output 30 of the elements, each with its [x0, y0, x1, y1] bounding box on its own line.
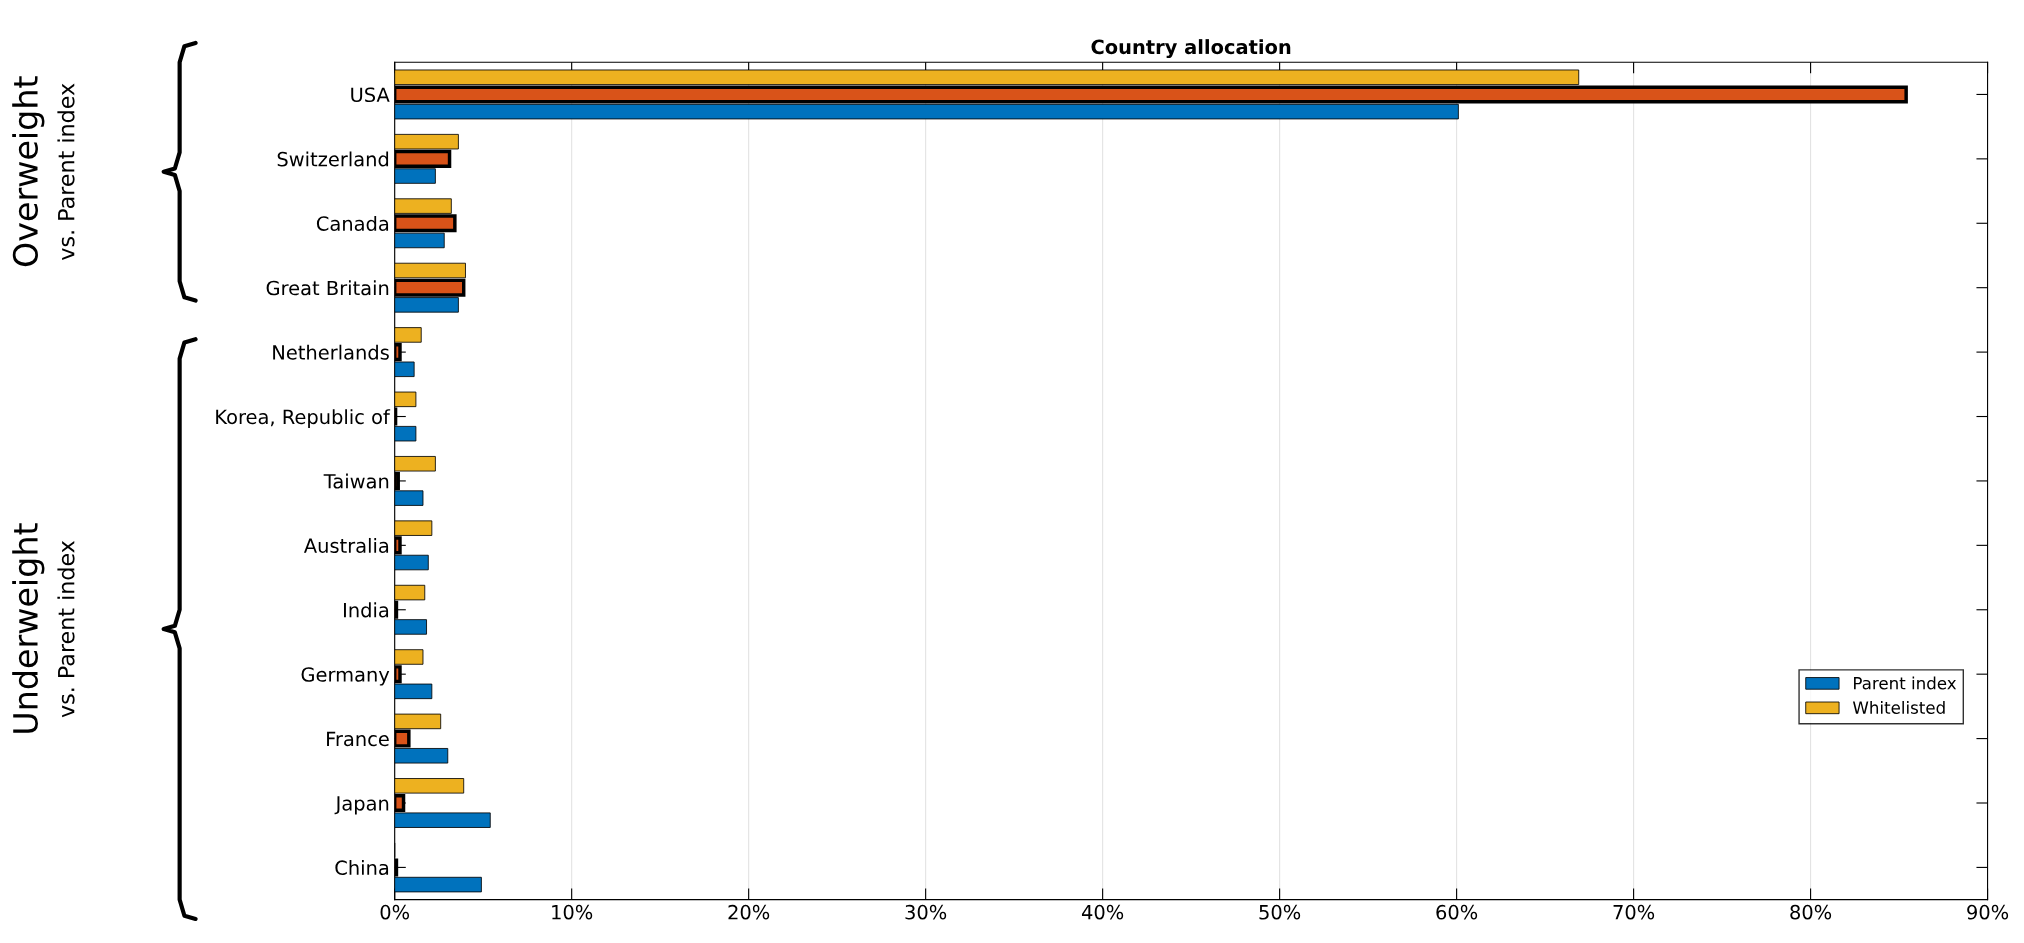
text: Underweight	[12, 523, 45, 733]
text: Overweight	[12, 76, 45, 267]
x-tick-label: 40%	[1081, 904, 1124, 920]
x-tick-label: 0%	[380, 904, 410, 920]
x-tick-label: 90%	[1967, 904, 2009, 920]
x-tick-label: 70%	[1613, 904, 1655, 920]
y-tick-label: USA	[351, 87, 390, 103]
x-tick-label: 20%	[728, 904, 770, 920]
x-tick-label: 30%	[905, 904, 947, 920]
y-tick-label: Canada	[316, 215, 389, 231]
y-tick-label: Korea, Republic of	[216, 409, 391, 428]
y-tick-label: Japan	[334, 796, 389, 815]
y-tick-label: Great Britain	[266, 280, 389, 296]
y-tick-label: Netherlands	[273, 344, 389, 360]
legend-label: Parent index	[1854, 676, 1957, 690]
y-tick-label: China	[335, 860, 389, 876]
x-tick-label: 10%	[552, 904, 593, 920]
legend-label: Whitelisted	[1852, 701, 1945, 714]
y-tick-label: India	[344, 602, 389, 618]
y-tick-label: Germany	[301, 667, 390, 686]
chart-title: Country allocation	[1091, 39, 1291, 59]
x-tick-label: 50%	[1259, 904, 1301, 920]
y-tick-label: France	[327, 731, 389, 747]
y-tick-label: Switzerland	[277, 151, 389, 167]
text: vs. Parent index	[57, 83, 75, 260]
y-tick-label: Australia	[303, 537, 389, 554]
y-tick-label: Taiwan	[323, 473, 389, 489]
x-tick-label: 80%	[1790, 904, 1832, 920]
x-tick-label: 60%	[1436, 904, 1478, 920]
text: vs. Parent index	[57, 540, 75, 718]
